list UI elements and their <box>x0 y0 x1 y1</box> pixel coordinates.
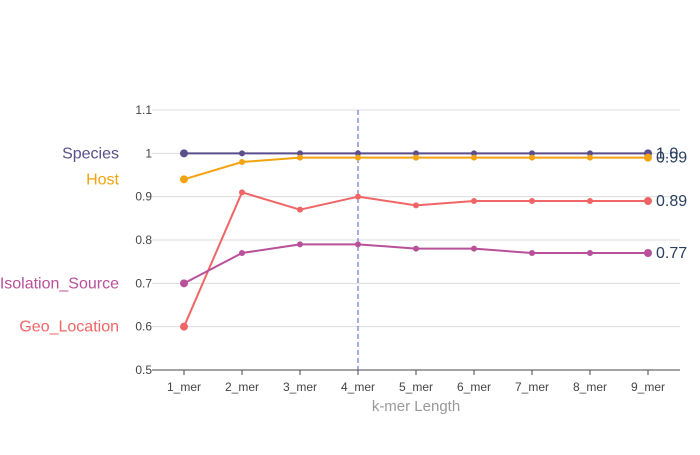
data-point <box>180 175 188 184</box>
data-point <box>297 206 303 213</box>
data-point <box>297 241 303 248</box>
x-tick-label: 5_mer <box>399 380 433 394</box>
data-point <box>180 149 188 158</box>
x-tick-label: 1_mer <box>167 380 201 394</box>
data-point <box>355 241 361 248</box>
data-point <box>471 150 477 157</box>
series-end-value: 0.89 <box>656 193 687 210</box>
series-name-label: Species <box>62 145 119 162</box>
data-point <box>471 154 477 161</box>
y-tick-label: 0.7 <box>135 276 152 290</box>
series-name-label: Isolation_Source <box>0 275 119 292</box>
data-point <box>413 202 419 209</box>
y-tick-label: 1 <box>145 146 152 160</box>
data-point <box>644 153 652 162</box>
x-axis-title: k-mer Length <box>372 398 460 415</box>
data-point <box>413 150 419 157</box>
data-point <box>529 150 535 157</box>
data-point <box>180 322 188 331</box>
data-point <box>529 154 535 161</box>
series-end-value: 0.77 <box>656 245 687 262</box>
data-point <box>471 198 477 204</box>
data-point <box>239 189 245 196</box>
data-point <box>587 198 593 204</box>
data-point <box>529 250 535 256</box>
data-point <box>297 150 303 157</box>
data-point <box>644 249 652 257</box>
series-lines <box>180 149 652 331</box>
data-point <box>239 250 245 256</box>
series-line <box>183 156 648 181</box>
series-name-label: Geo_Location <box>19 319 119 336</box>
series-end-value: 0.99 <box>656 150 687 167</box>
x-tick-label: 4_mer <box>341 380 375 394</box>
data-point <box>587 150 593 157</box>
data-point <box>413 154 419 161</box>
x-tick-label: 8_mer <box>573 380 607 394</box>
data-point <box>471 245 477 252</box>
series-labels: Species 1.0 Host 0.99 Geo_Location 0.89 Isolat… <box>0 145 687 335</box>
x-tick-label: 9_mer <box>631 380 665 394</box>
data-point <box>529 198 535 204</box>
x-tick-label: 7_mer <box>515 380 549 394</box>
data-point <box>180 279 188 288</box>
y-tick-label: 0.6 <box>135 320 152 334</box>
x-tick-label: 3_mer <box>283 380 317 394</box>
data-point <box>413 245 419 252</box>
data-point <box>239 150 245 157</box>
data-point <box>297 154 303 161</box>
series-line <box>183 191 648 328</box>
data-point <box>355 154 361 161</box>
y-tick-label: 1.1 <box>135 103 152 117</box>
x-tick-label: 6_mer <box>457 380 491 394</box>
data-point <box>239 159 245 165</box>
axes: 0.5 0.6 0.7 0.8 0.9 1 1.1 1_mer 2_mer 3_mer 4_mer 5… <box>135 103 680 394</box>
series-name-label: Host <box>86 171 119 188</box>
data-point <box>355 193 361 200</box>
data-point <box>355 150 361 157</box>
y-tick-label: 0.5 <box>135 363 152 377</box>
data-point <box>644 197 652 205</box>
x-tick-label: 2_mer <box>225 380 259 394</box>
data-point <box>587 250 593 256</box>
data-point <box>587 154 593 161</box>
series-end-value: 1.0 <box>656 145 678 162</box>
y-tick-label: 0.8 <box>135 233 152 247</box>
y-tick-label: 0.9 <box>135 190 152 204</box>
